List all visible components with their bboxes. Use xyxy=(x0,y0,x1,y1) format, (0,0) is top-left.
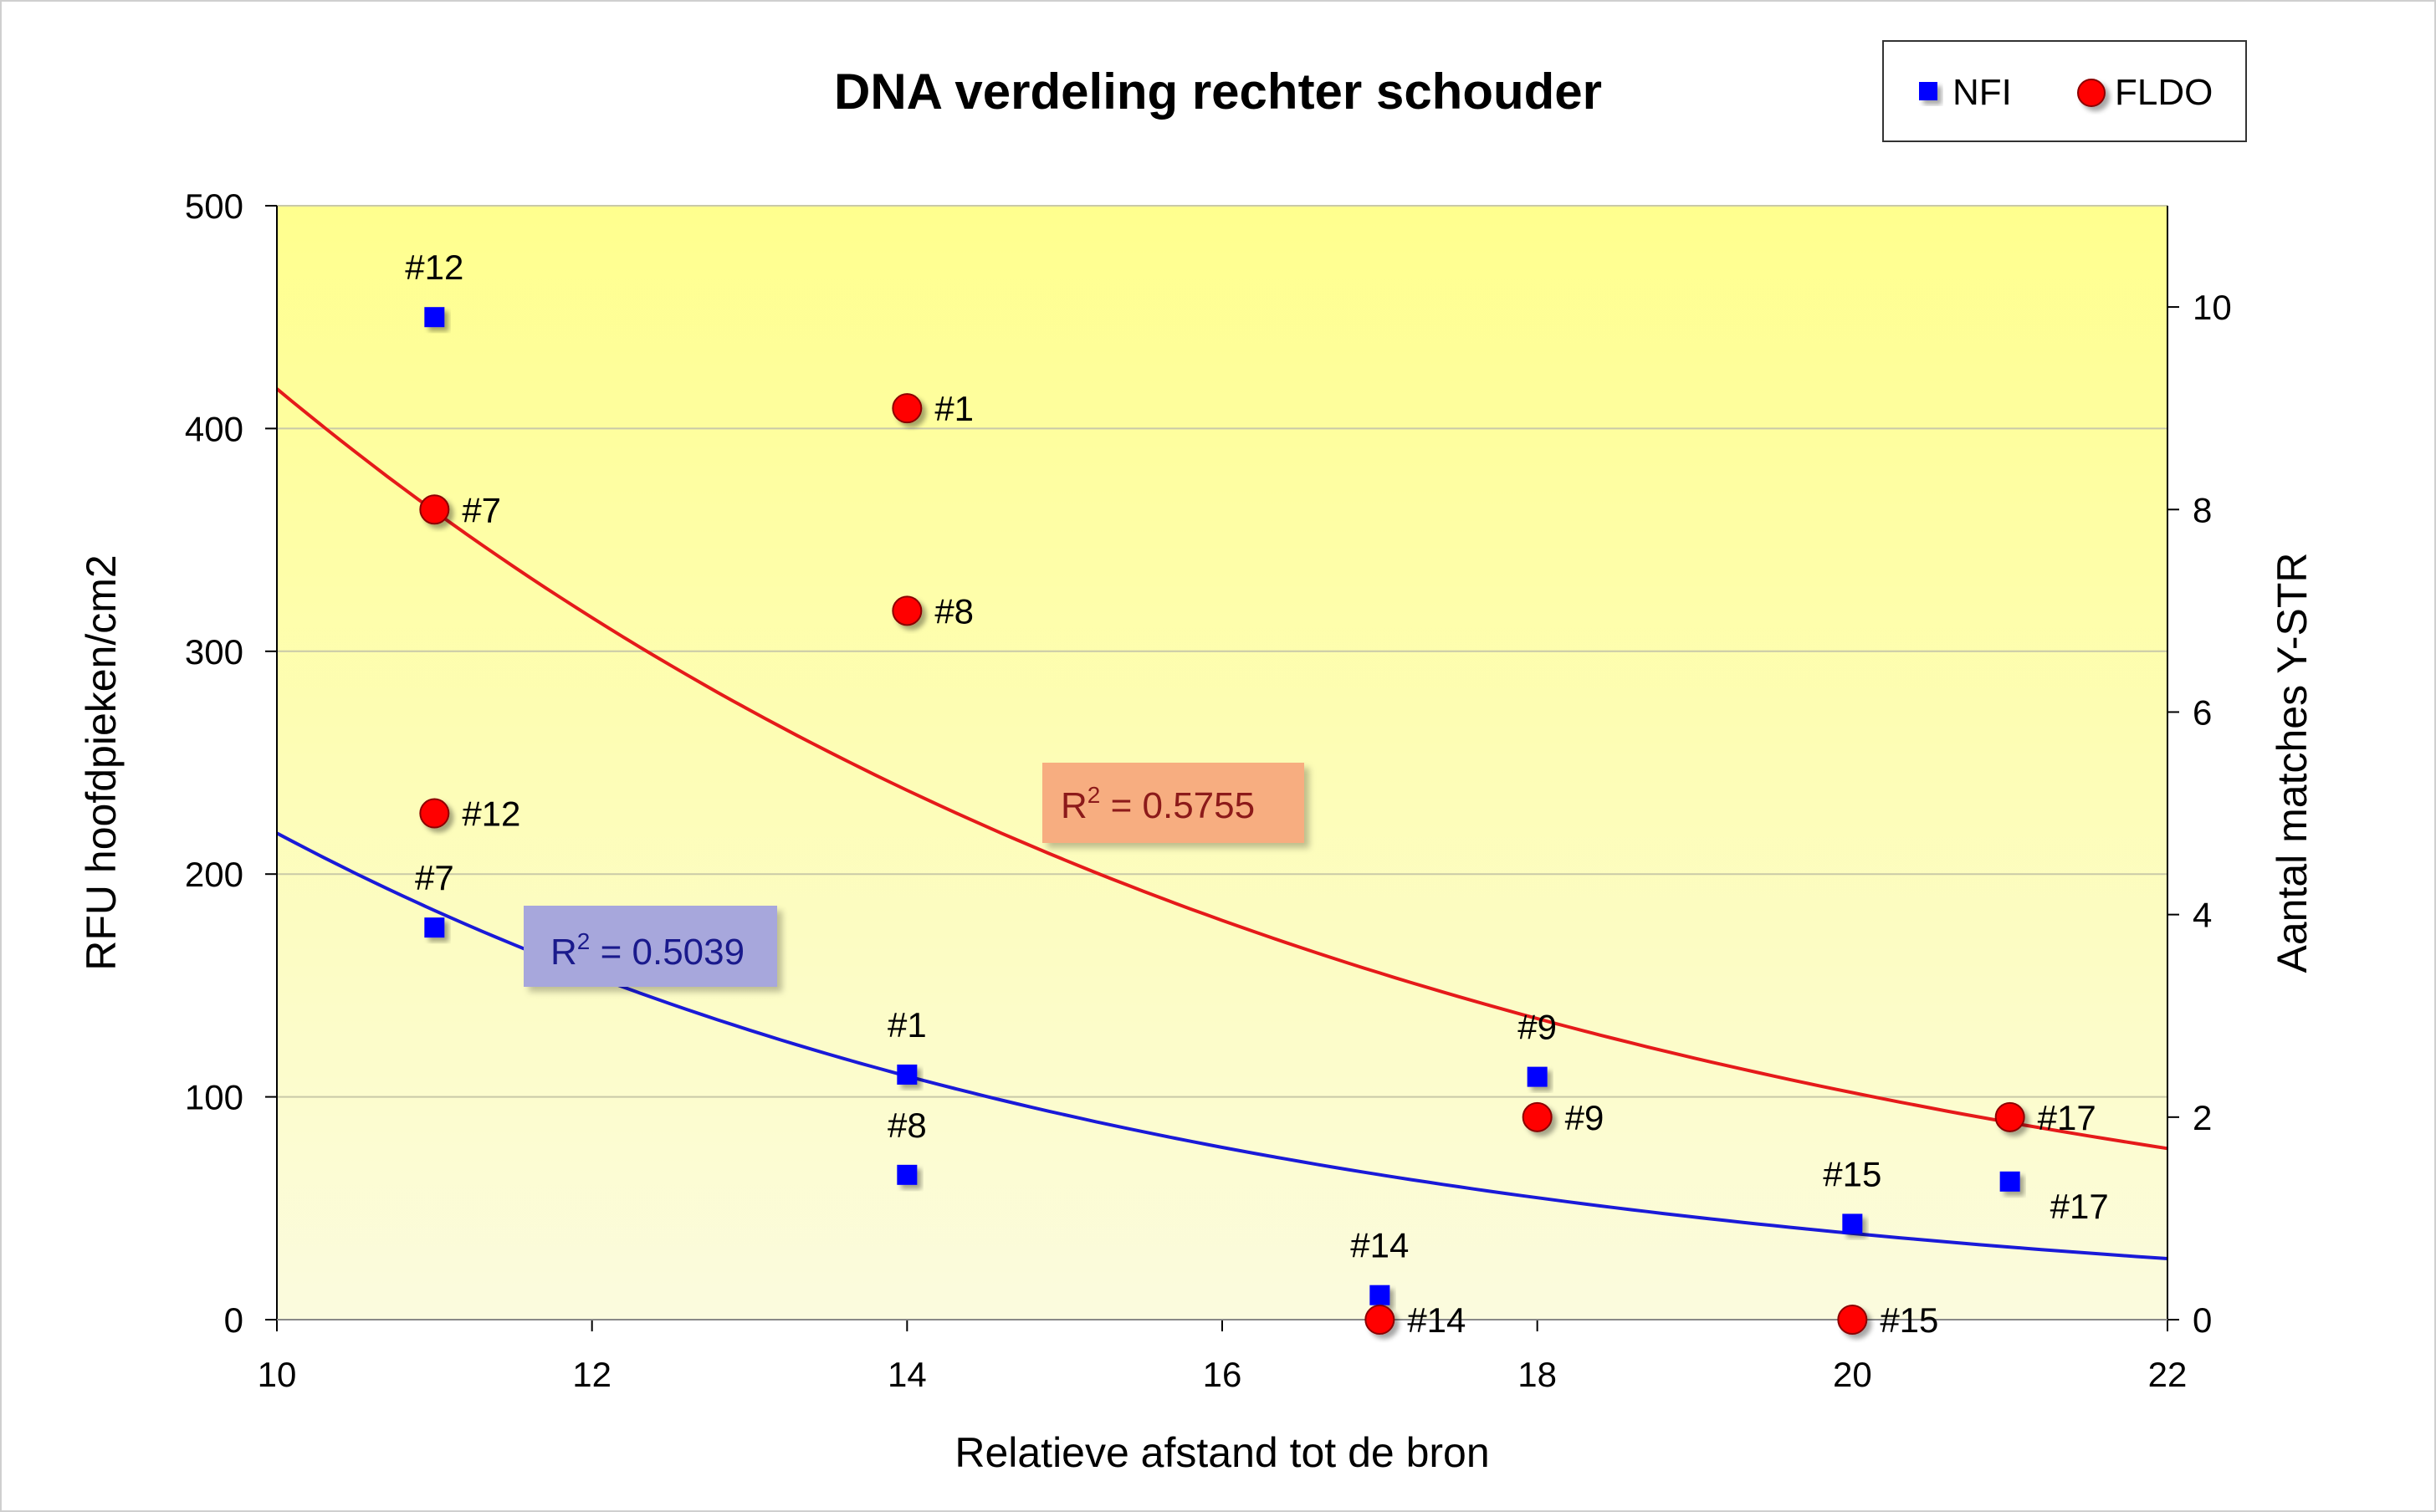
y2-tick-label: 0 xyxy=(2193,1300,2212,1340)
trendline-fldo xyxy=(275,387,2168,1151)
x-tick-label: 14 xyxy=(888,1355,927,1394)
tick-labels: 0 100 200 300 400 500 0 2 4 6 8 10 10 12 14 16 18 20 22 xyxy=(185,186,2232,1394)
nfi-point-label: #8 xyxy=(888,1106,927,1145)
legend: NFI FLDO xyxy=(1882,40,2247,142)
fldo-point xyxy=(1994,1101,2025,1132)
nfi-point xyxy=(1527,1066,1548,1087)
gridlines xyxy=(277,205,2167,1098)
legend-marker-fldo xyxy=(2077,79,2106,107)
nfi-point-label: #1 xyxy=(888,1005,927,1045)
fldo-point-label: #7 xyxy=(462,490,501,529)
y-tick-label: 300 xyxy=(185,632,243,672)
y-tick-label: 400 xyxy=(185,409,243,448)
fldo-point-label: #17 xyxy=(2038,1098,2096,1137)
x-tick-label: 22 xyxy=(2148,1355,2188,1394)
r2-text-nfi: R2 = 0.5039 xyxy=(550,928,745,973)
nfi-point xyxy=(1369,1285,1390,1305)
nfi-point xyxy=(424,917,445,938)
x-axis-title: Relatieve afstand tot de bron xyxy=(954,1429,1489,1476)
fldo-point-label: #8 xyxy=(934,591,974,631)
fldo-point-label: #9 xyxy=(1565,1098,1604,1137)
y2-tick-label: 2 xyxy=(2193,1098,2212,1137)
fldo-point xyxy=(892,393,923,424)
x-tick-label: 16 xyxy=(1203,1355,1242,1394)
fldo-point xyxy=(1364,1305,1395,1335)
nfi-point-label: #17 xyxy=(2050,1187,2109,1226)
chart-title: DNA verdeling rechter schouder xyxy=(834,64,1602,120)
y-tick-label: 200 xyxy=(185,855,243,894)
x-tick-label: 12 xyxy=(572,1355,612,1394)
nfi-point-label: #15 xyxy=(1823,1154,1881,1193)
y-tick-label: 500 xyxy=(185,186,243,226)
fldo-point xyxy=(1522,1101,1553,1132)
nfi-point-label: #12 xyxy=(405,248,463,287)
nfi-point-label: #14 xyxy=(1350,1226,1409,1265)
nfi-point-label: #7 xyxy=(415,858,454,897)
r2-box-nfi xyxy=(524,906,777,987)
fldo-point-label: #14 xyxy=(1407,1300,1466,1340)
fldo-point xyxy=(419,798,450,829)
nfi-point xyxy=(1842,1213,1863,1234)
r2-text-fldo: R2 = 0.5755 xyxy=(1061,782,1255,826)
fldo-point-label: #15 xyxy=(1880,1300,1938,1340)
fldo-point xyxy=(1837,1305,1868,1335)
y-tick-label: 0 xyxy=(224,1300,243,1340)
legend-label-nfi: NFI xyxy=(1952,72,2012,113)
legend-box xyxy=(1882,40,2247,142)
r2-label-nfi: R2 = 0.5039 xyxy=(524,906,777,987)
legend-label-fldo: FLDO xyxy=(2115,72,2213,113)
nfi-point xyxy=(1999,1171,2020,1192)
fldo-point xyxy=(892,595,923,626)
legend-marker-nfi xyxy=(1919,82,1937,100)
x-tick-label: 10 xyxy=(258,1355,297,1394)
y-tick-label: 100 xyxy=(185,1078,243,1117)
y2-tick-label: 4 xyxy=(2193,896,2212,935)
y2-tick-label: 10 xyxy=(2193,288,2232,327)
data-points xyxy=(419,307,2025,1335)
fldo-point xyxy=(419,494,450,525)
x-tick-label: 20 xyxy=(1833,1355,1872,1394)
y2-axis-title: Aantal matches Y-STR xyxy=(2269,552,2316,973)
nfi-point xyxy=(424,307,445,328)
fldo-point-label: #1 xyxy=(934,389,974,428)
y-axis-title: RFU hoofdpieken/cm2 xyxy=(78,554,125,970)
x-tick-label: 18 xyxy=(1517,1355,1557,1394)
nfi-point xyxy=(897,1164,918,1185)
y2-tick-label: 6 xyxy=(2193,692,2212,732)
y2-tick-label: 8 xyxy=(2193,490,2212,529)
nfi-point xyxy=(897,1064,918,1085)
nfi-point-label: #9 xyxy=(1517,1008,1557,1047)
r2-label-fldo: R2 = 0.5755 xyxy=(1042,763,1304,843)
data-labels: #12#7#1#8#14#9#15#17#1#7#8#12#9 #17#14 #15 xyxy=(405,248,2108,1340)
fldo-point-label: #12 xyxy=(462,794,520,834)
r2-box-fldo xyxy=(1042,763,1304,843)
